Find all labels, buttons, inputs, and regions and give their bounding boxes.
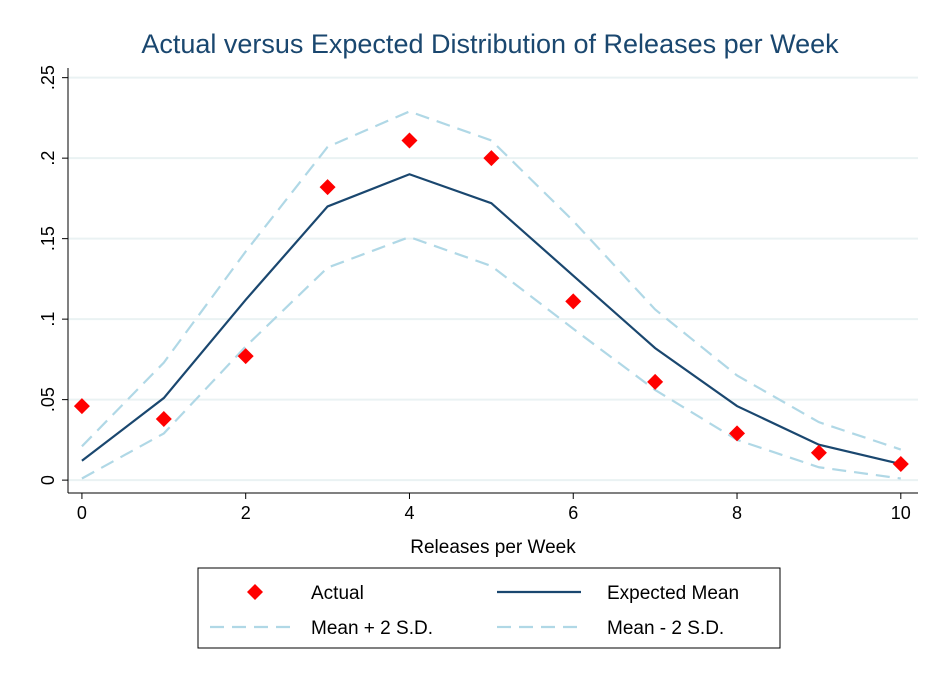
- y-tick-label: 0: [38, 475, 58, 485]
- marker: [237, 348, 254, 365]
- series-line: [81, 110, 902, 451]
- marker: [565, 293, 582, 310]
- series-line: [81, 235, 901, 480]
- series-line: [81, 173, 902, 466]
- marker: [319, 179, 336, 196]
- marker: [647, 373, 664, 390]
- legend-box: [197, 567, 781, 649]
- marker: [729, 425, 746, 442]
- y-tick-label: .2: [38, 151, 58, 166]
- marker: [155, 410, 172, 427]
- x-tick-label: 2: [241, 503, 251, 523]
- marker: [892, 456, 909, 473]
- y-tick-label: .15: [38, 226, 58, 251]
- marker: [810, 444, 827, 461]
- marker: [401, 132, 418, 149]
- x-tick-label: 6: [568, 503, 578, 523]
- y-tick-label: .1: [38, 312, 58, 327]
- marker: [483, 150, 500, 167]
- legend-label: Actual: [311, 583, 364, 604]
- chart-title: Actual versus Expected Distribution of R…: [141, 29, 839, 59]
- legend-label: Expected Mean: [607, 583, 739, 604]
- x-tick-label: 10: [891, 503, 911, 523]
- x-tick-label: 4: [404, 503, 414, 523]
- y-tick-label: .25: [38, 65, 58, 90]
- legend-label: Mean + 2 S.D.: [311, 618, 433, 639]
- x-tick-label: 8: [732, 503, 742, 523]
- legend-label: Mean - 2 S.D.: [607, 618, 724, 639]
- y-tick-label: .05: [38, 387, 58, 412]
- marker: [73, 398, 90, 415]
- x-tick-label: 0: [77, 503, 87, 523]
- legend-marker: [247, 584, 263, 600]
- x-axis-label: Releases per Week: [410, 537, 576, 558]
